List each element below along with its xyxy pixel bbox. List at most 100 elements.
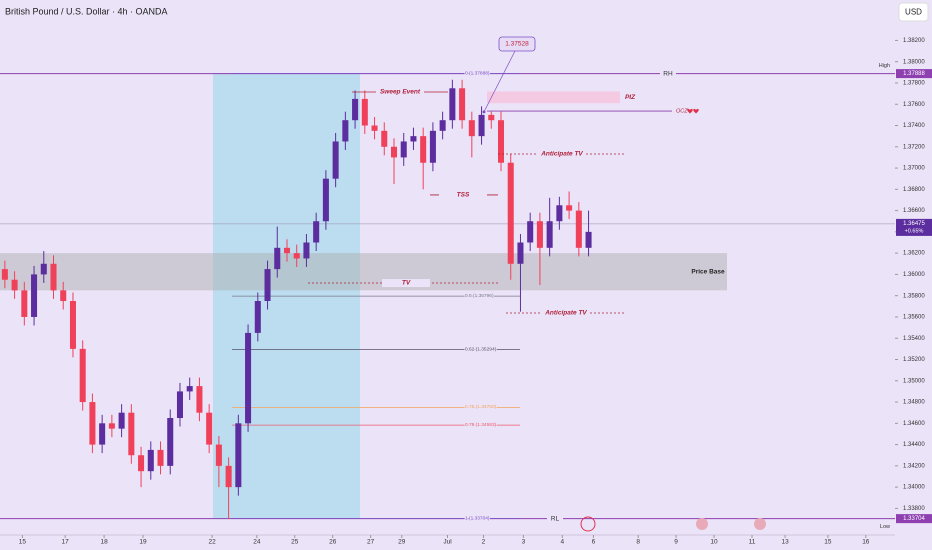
fib-label: 1 (1.33704) [465, 515, 490, 521]
candle-body [566, 205, 573, 211]
x-tick-label: 27 [367, 539, 375, 546]
candle-body [196, 386, 203, 413]
candle-body [585, 231, 592, 248]
range-label-bg [660, 69, 676, 78]
currency-button[interactable] [898, 2, 929, 22]
candle-body [459, 88, 466, 121]
candle-body [420, 136, 427, 163]
candle-body [11, 279, 18, 291]
chart-title: British Pound / U.S. Dollar · 4h · OANDA [5, 6, 168, 16]
annotation-label: Anticipate TV [540, 151, 583, 158]
candle-body [40, 263, 47, 275]
x-tick-label: 16 [862, 539, 870, 546]
candle-body [488, 114, 495, 121]
x-tick-label: 8 [636, 539, 640, 546]
annotation-label: Anticipate TV [544, 310, 587, 317]
annotation-label-bg [538, 150, 586, 159]
candle-body [157, 449, 164, 466]
candle-body [176, 391, 183, 419]
price-axis [895, 0, 932, 550]
price-tag-label: 1.33704 [903, 516, 925, 522]
candle-body [254, 301, 261, 333]
x-tick-label: 15 [19, 539, 27, 546]
candle-body [361, 98, 368, 126]
zone [0, 253, 727, 291]
y-tick-label: 1.37200 [903, 144, 925, 150]
candle-body [527, 221, 534, 243]
candle-body [556, 205, 563, 222]
fib-label: 0.79 (1.34583) [465, 422, 497, 428]
candle-body [167, 418, 174, 466]
candle-body [449, 88, 456, 121]
annotation-label: TSS [457, 192, 470, 199]
annotation-label-bg [376, 88, 424, 97]
x-tick-label: 3 [522, 539, 526, 546]
x-tick-label: 9 [674, 539, 678, 546]
candle-body [118, 412, 125, 429]
y-tick-label: 1.36800 [903, 187, 925, 193]
x-tick-label: Jul [443, 539, 452, 546]
y-tick-label: 1.34400 [903, 442, 925, 448]
candle-body [313, 221, 320, 243]
fib-label: 0 (1.37888) [465, 70, 490, 76]
last-price-label: 1.36475 [903, 221, 925, 227]
candle-body [342, 120, 349, 142]
candle-body [89, 402, 96, 445]
callout-pointer [483, 50, 516, 113]
candle-body [303, 242, 310, 259]
x-tick-label: 19 [139, 539, 147, 546]
candle-body [147, 449, 154, 472]
price-tag-label: 1.37888 [903, 71, 925, 77]
y-tick-label: 1.36000 [903, 272, 925, 278]
candle-body [507, 162, 514, 264]
candle-body [478, 114, 485, 137]
candle-body [497, 120, 505, 163]
x-tick-label: 26 [329, 539, 337, 546]
candle-body [138, 455, 145, 472]
price-tag [896, 514, 932, 524]
candle-body [69, 301, 76, 349]
y-tick-label: 1.35200 [903, 357, 925, 363]
x-tick-label: 15 [824, 539, 832, 546]
range-label: RL [551, 515, 560, 522]
heart-icon [687, 108, 693, 114]
candle-body [274, 247, 281, 270]
candle-body [322, 178, 329, 222]
annotation-label: Sweep Event [380, 89, 421, 96]
currency-label[interactable]: USD [905, 8, 922, 17]
zone-label: PIZ [625, 94, 636, 101]
candle-body [99, 423, 106, 445]
candle-body [390, 146, 398, 158]
candle-body [293, 253, 300, 259]
flag-icon[interactable] [696, 518, 708, 530]
y-tick-label: 1.36600 [903, 208, 925, 214]
event-icon[interactable] [580, 516, 596, 532]
candle-body [79, 348, 86, 403]
tag-caption: Low [880, 524, 890, 530]
heart-icon [693, 108, 699, 114]
flag-icon[interactable] [754, 518, 766, 530]
candle-body [429, 130, 436, 163]
candle-body [31, 274, 38, 317]
x-tick-label: 24 [253, 539, 261, 546]
callout-box [498, 36, 536, 52]
annotation-label-bg [542, 309, 590, 318]
y-tick-label: 1.34200 [903, 463, 925, 469]
candle-body [60, 290, 67, 302]
y-tick-label: 1.37400 [903, 123, 925, 129]
y-tick-label: 1.37000 [903, 166, 925, 172]
candle-body [283, 247, 290, 254]
x-tick-label: 11 [749, 539, 756, 546]
range-label: RH [663, 70, 673, 77]
y-tick-label: 1.38200 [903, 38, 925, 44]
y-tick-label: 1.37600 [903, 102, 925, 108]
candle-body [536, 221, 543, 248]
y-tick-label: 1.33800 [903, 506, 925, 512]
zone [487, 91, 620, 104]
range-label-bg [547, 514, 563, 523]
candle-body [21, 290, 28, 317]
x-tick-label: 13 [781, 539, 789, 546]
tag-caption: High [879, 63, 890, 69]
